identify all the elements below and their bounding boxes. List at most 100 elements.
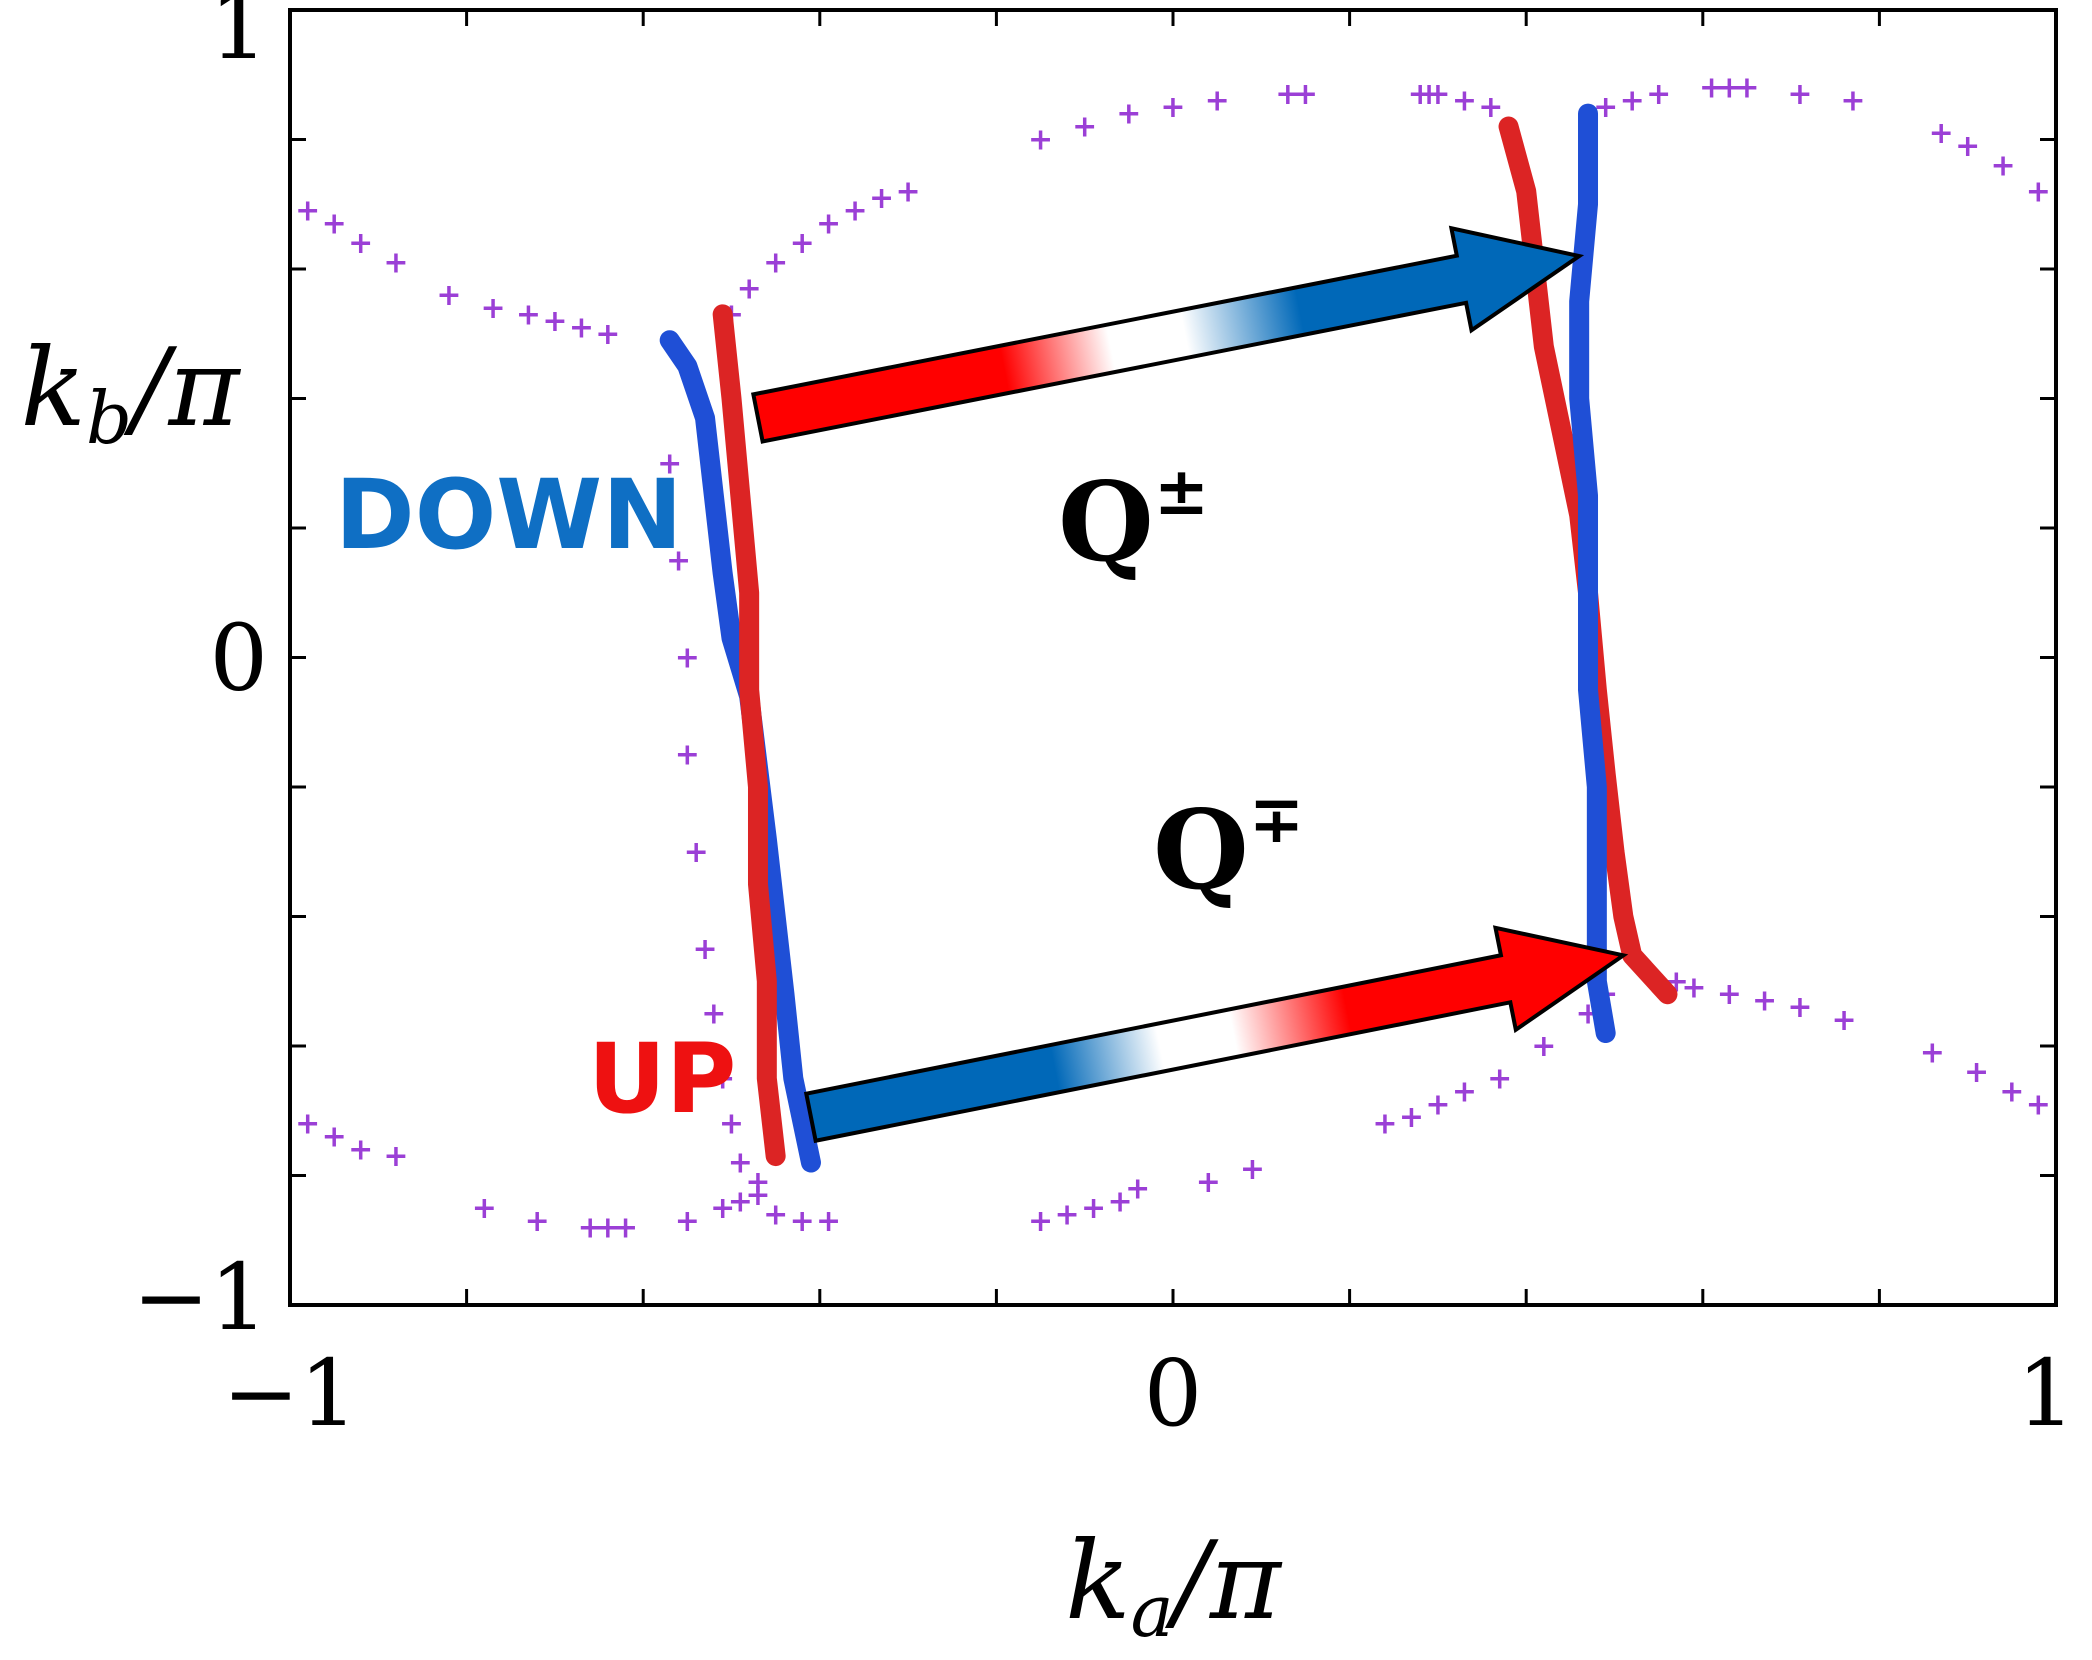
fermi-surface-point: + [745,1178,770,1213]
x-axis-label-sub: a [1131,1569,1174,1653]
fermi-surface-point: + [1920,1035,1945,1070]
q-minus-plus-label: Q∓ [1153,780,1304,914]
fermi-surface-point: + [896,174,921,209]
fermi-surface-point: + [1832,1003,1857,1038]
fermi-surface-point: + [1531,1029,1556,1064]
fermi-surface-point: + [595,317,620,352]
fermi-surface-point: + [472,1191,497,1226]
fermi-surface-point: + [1452,84,1477,119]
fermi-surface-point: + [728,1184,753,1219]
fermi-surface-point: + [1646,77,1671,112]
fermi-surface-point: + [1028,123,1053,158]
fermi-surface-point: + [1452,1074,1477,1109]
fermi-surface-point: + [710,1191,735,1226]
fermi-surface-point: + [675,641,700,676]
fermi-surface-point: + [516,297,541,332]
fermi-surface-point: + [657,446,682,481]
x-tick-label-minus1: −1 [222,1340,358,1447]
x-tick-label-1: 1 [2017,1340,2076,1447]
q-minus-plus-base: Q [1153,785,1249,914]
fermi-surface-point: + [525,1204,550,1239]
fermi-surface-point: + [295,194,320,229]
down-spin-label: DOWN [335,459,683,571]
fermi-surface-point: + [1999,1074,2024,1109]
fermi-surface-point: + [383,246,408,281]
fermi-surface-point: + [1787,77,1812,112]
fermi-surface-point: + [790,226,815,261]
y-axis-label: kb/π [21,326,242,460]
fermi-surface-point: + [1425,77,1450,112]
fermi-surface-point: + [675,1204,700,1239]
fermi-surface-point: + [684,835,709,870]
fermi-surface-point: + [1699,71,1724,106]
fermi-surface-point: + [1620,84,1645,119]
fermi-surface-point: + [675,738,700,773]
x-axis-label-tail: /π [1165,1519,1283,1644]
fermi-surface-point: + [613,1210,638,1245]
q-plus-minus-base: Q [1058,457,1154,586]
fermi-surface-point: + [2026,1087,2051,1122]
fermi-surface-point: + [1081,1191,1106,1226]
x-tick-label-0: 0 [1144,1340,1203,1447]
fermi-surface-point: + [2026,174,2051,209]
fermi-surface-point: + [1681,971,1706,1006]
fermi-surface-point: + [692,932,717,967]
fermi-surface-point: + [1116,97,1141,132]
fermi-surface-point: + [348,1133,373,1168]
fermi-surface-point: + [728,1146,753,1181]
fermi-surface-point: + [816,207,841,242]
fermi-surface-point: + [1028,1204,1053,1239]
fermi-surface-point: + [745,1165,770,1200]
down-band-line-right [1569,103,1616,1044]
nesting-arrows [750,225,1629,1144]
y-axis-label-tail: /π [123,326,241,451]
fermi-surface-point: + [1717,977,1742,1012]
fermi-surface-point: + [1293,77,1318,112]
fermi-surface-point: + [701,997,726,1032]
fermi-surface-point: + [1425,1087,1450,1122]
fermi-surface-point: + [1196,1165,1221,1200]
fermi-surface-point: + [481,291,506,326]
y-axis-label-base: k [21,326,86,451]
fermi-surface-point: + [719,1107,744,1142]
fermi-surface-point: + [295,1107,320,1142]
x-axis-label-base: k [1065,1519,1130,1644]
q-plus-minus-arrow [750,225,1585,444]
fermi-surface-point: + [816,1204,841,1239]
fermi-surface-point: + [1787,990,1812,1025]
fermi-surface-point: + [436,278,461,313]
q-plus-minus-sup: ± [1154,452,1209,530]
fermi-surface-point: + [1372,1107,1397,1142]
fermi-surface-point: + [666,543,691,578]
fermi-surface-point: + [1752,984,1777,1019]
fermi-surface-point: + [383,1139,408,1174]
q-plus-minus-label: Q± [1058,452,1209,586]
fermi-surface-point: + [843,194,868,229]
fermi-surface-point: + [790,1204,815,1239]
q-minus-plus-arrow [803,925,1629,1144]
fermi-surface-point: + [542,304,567,339]
fermi-surface-point: + [1160,90,1185,125]
axis-ticks [290,10,2056,1305]
fermi-surface-markers: + ++++ + + + + ++++++++++++++++ + + ++ + + ++ + +++ + ++… [295,71,2051,1246]
fermi-surface-point: + [1487,1061,1512,1096]
fermi-surface-point: + [737,271,762,306]
fermi-surface-point: + [569,310,594,345]
y-tick-label-0: 0 [209,605,268,712]
fermi-surface-point: + [1990,148,2015,183]
fermi-surface-point: + [1478,90,1503,125]
x-axis-label: ka/π [1065,1519,1283,1653]
fermi-surface-point: + [869,181,894,216]
fermi-surface-point: + [1840,84,1865,119]
fermi-surface-point: + [1275,77,1300,112]
fermi-surface-point: + [763,246,788,281]
fermi-surface-point: + [1955,129,1980,164]
fermi-surface-point: + [595,1210,620,1245]
fermi-surface-point: + [578,1210,603,1245]
fermi-surface-point: + [1240,1152,1265,1187]
fermi-surface-point: + [1205,84,1230,119]
fermi-surface-point: + [322,207,347,242]
y-axis-label-sub: b [86,376,132,460]
fermi-surface-point: + [1125,1171,1150,1206]
fermi-surface-point: + [1929,116,1954,151]
